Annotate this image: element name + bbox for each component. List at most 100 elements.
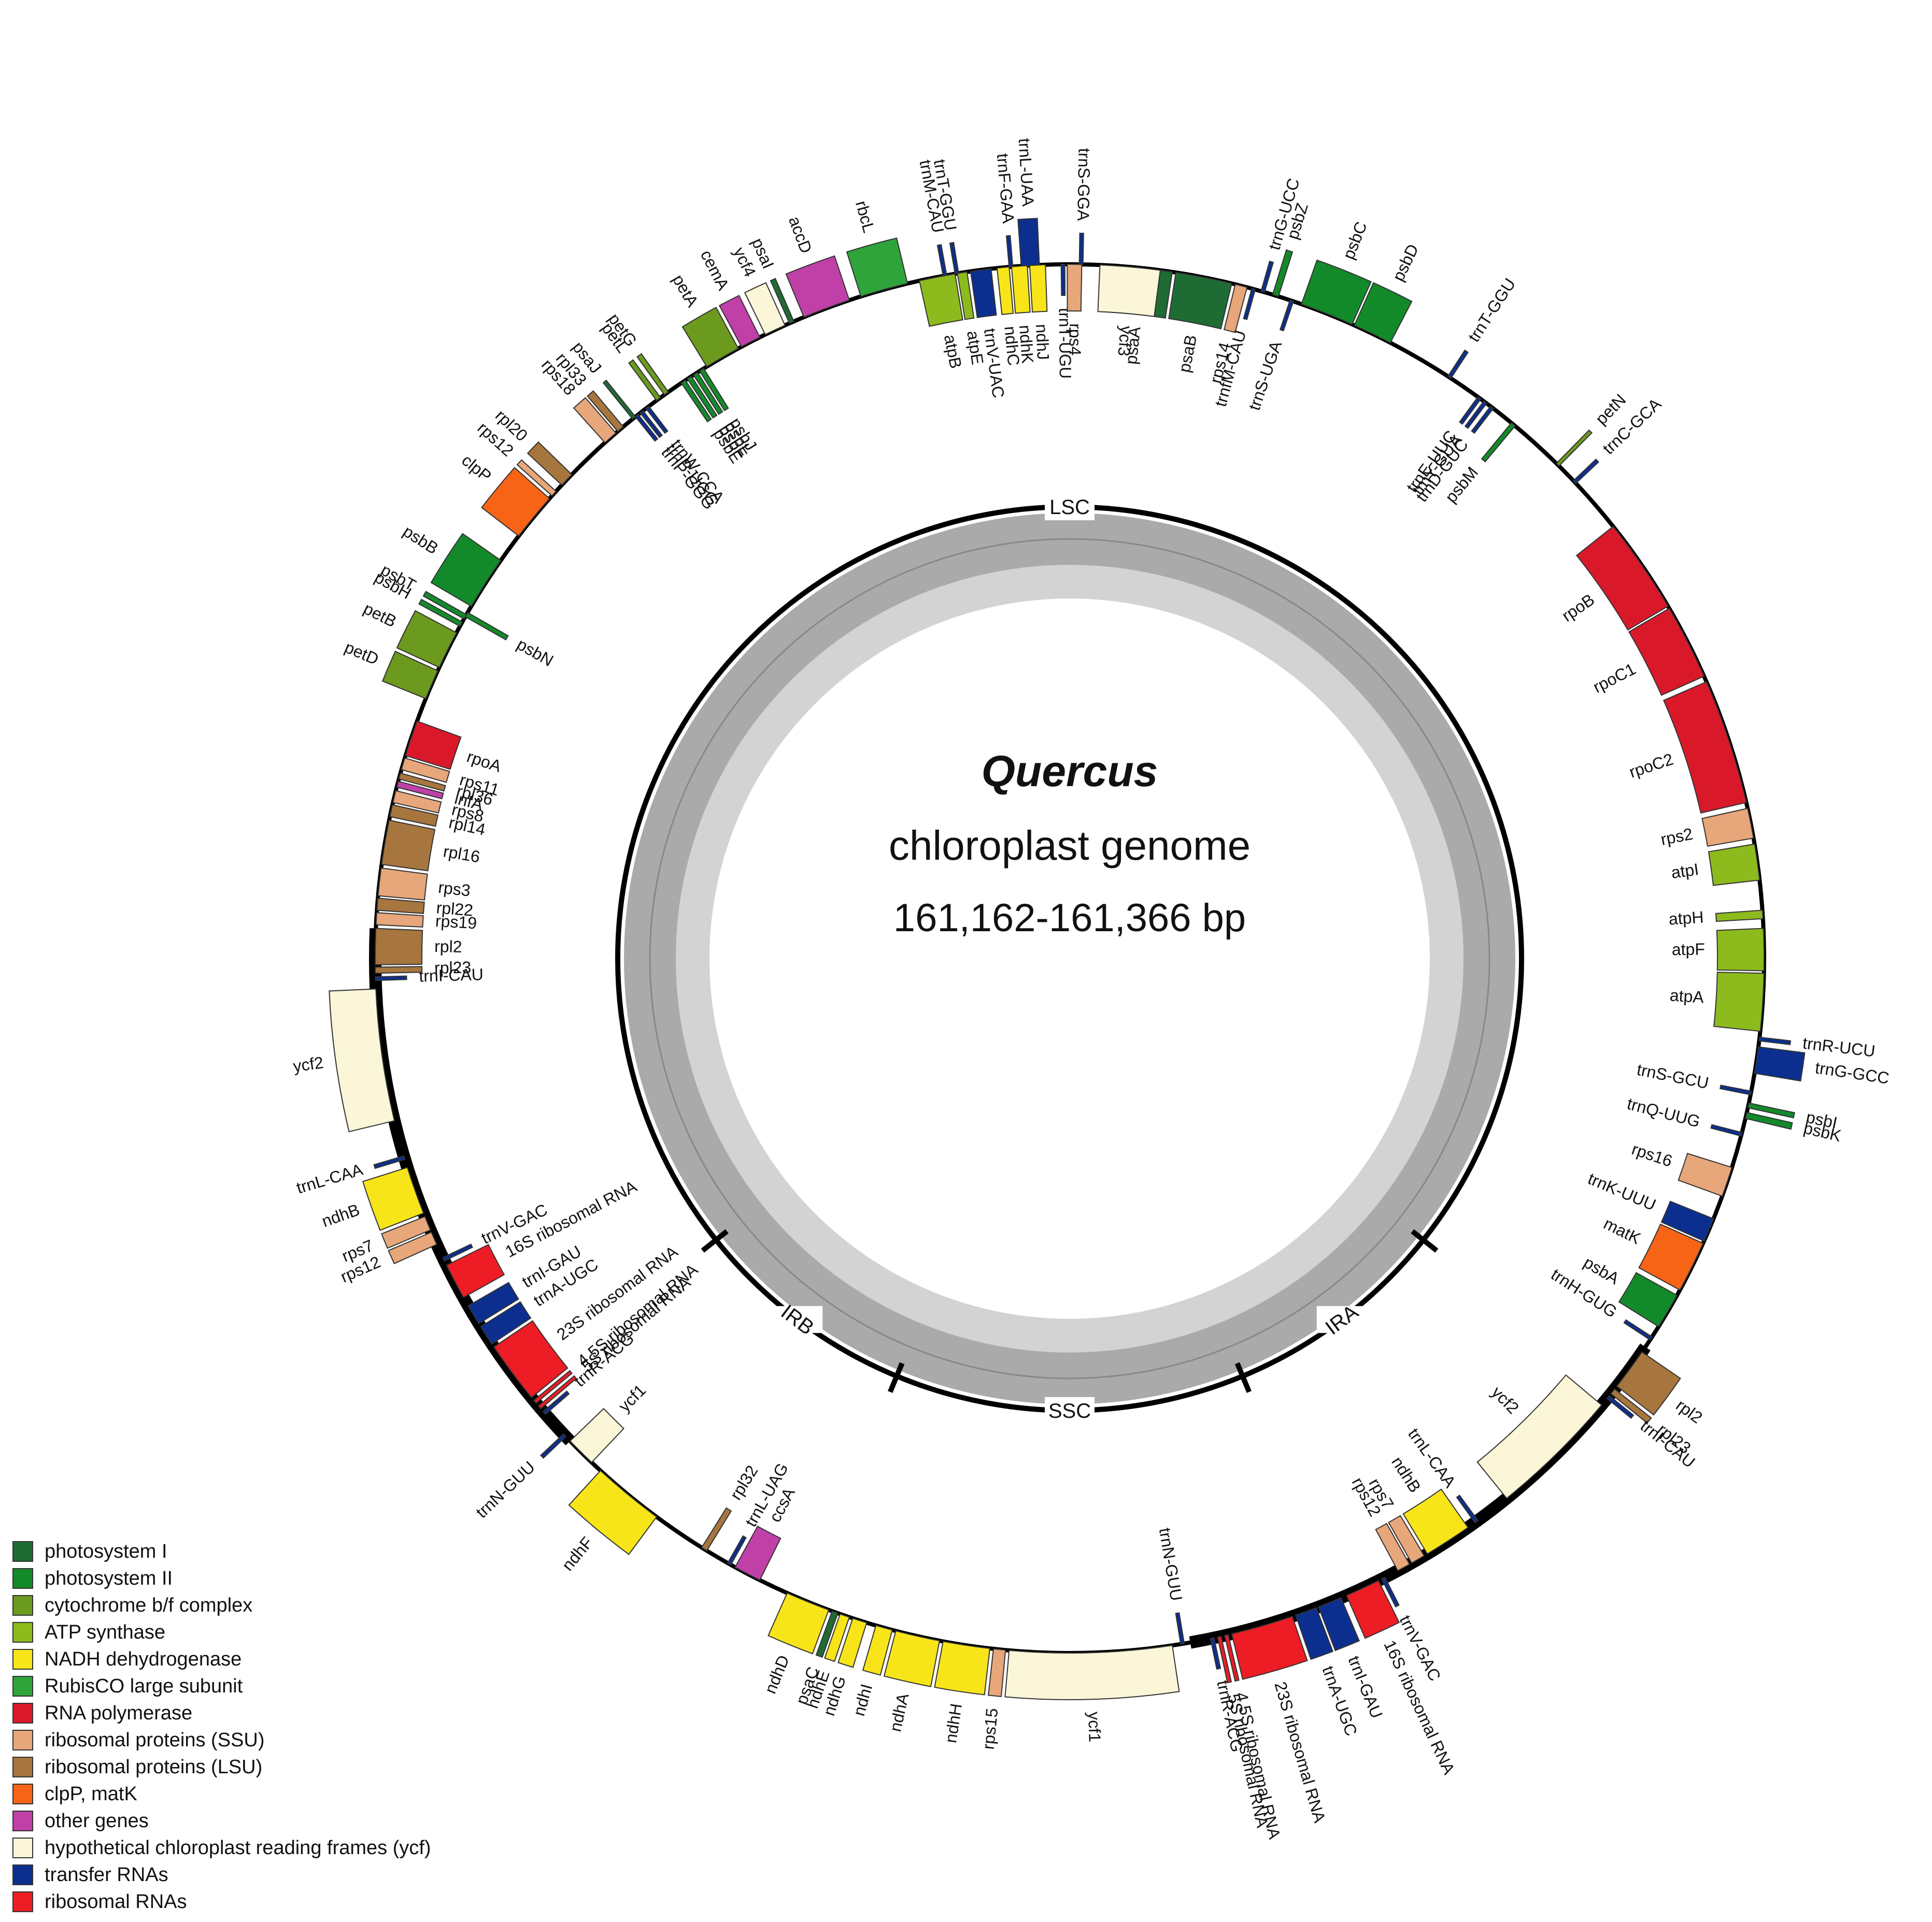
gene-block <box>1353 282 1413 344</box>
legend-label: ATP synthase <box>45 1621 166 1643</box>
gene-label: ndhA <box>886 1691 913 1733</box>
legend-swatch <box>12 1811 33 1831</box>
gene-ndhf: ndhF <box>558 1470 658 1574</box>
gene-block <box>573 397 617 444</box>
gene-block <box>1638 1223 1704 1291</box>
gene-block <box>1295 1607 1334 1660</box>
legend-label: cytochrome b/f complex <box>45 1594 253 1616</box>
gene-block <box>1616 1351 1681 1416</box>
gene-label: rpl22 <box>436 898 474 919</box>
gene-block <box>727 1535 747 1566</box>
gene-block <box>533 1370 573 1404</box>
legend-label: ribosomal proteins (LSU) <box>45 1756 263 1778</box>
gene-block <box>1744 1112 1793 1130</box>
gene-trnw-cca: trnW-CCA <box>645 405 728 507</box>
gene-label: petA <box>669 272 702 311</box>
gene-block <box>846 237 908 297</box>
region-label-bg <box>1045 1397 1095 1424</box>
genome-length: 161,162-161,366 bp <box>893 896 1246 940</box>
gene-atpi: atpI <box>1670 843 1760 886</box>
region-label-bg <box>1316 1306 1367 1333</box>
legend-item: transfer RNAs <box>12 1861 431 1888</box>
gene-block <box>1223 283 1248 333</box>
gene-block <box>686 375 718 419</box>
gene-label: rpoC1 <box>1590 659 1639 696</box>
gene-label: psbC <box>1339 219 1371 262</box>
gene-block <box>634 414 659 442</box>
gene-atpf: atpF <box>1672 928 1765 972</box>
gene-block <box>389 804 439 827</box>
gene-trnn-guu: trnN-GUU <box>1156 1527 1186 1645</box>
gene-trnl-uaa: trnL-UAA <box>1015 138 1040 267</box>
legend-swatch <box>12 1622 33 1643</box>
gene-block <box>405 720 462 770</box>
legend-swatch <box>12 1730 33 1750</box>
gene-block <box>1715 909 1764 922</box>
gene-label: rps19 <box>435 912 477 933</box>
gene-block <box>1618 1272 1678 1328</box>
gene-ndhk: ndhK <box>1011 265 1037 364</box>
gene-label: rbcL <box>852 198 878 235</box>
legend-label: RubisCO large subunit <box>45 1675 243 1697</box>
legend-label: other genes <box>45 1810 149 1832</box>
gene-block <box>376 898 425 914</box>
legend-swatch <box>12 1703 33 1724</box>
legend-item: ribosomal proteins (SSU) <box>12 1727 431 1754</box>
gene-label: clpP <box>458 451 495 486</box>
gene-block <box>718 294 761 348</box>
gene-ycf2: ycf2 <box>1476 1374 1602 1499</box>
gene-block <box>1301 259 1372 325</box>
legend-swatch <box>12 1568 33 1589</box>
gene-block <box>699 367 729 411</box>
gene-label: psbD <box>1388 241 1422 284</box>
gene-block <box>1754 1046 1806 1082</box>
region-tick <box>888 1362 905 1393</box>
gene-block <box>936 244 947 277</box>
region-label-irb: IRB <box>773 1301 823 1340</box>
gene-label: ndhF <box>558 1533 596 1574</box>
genome-subtitle: chloroplast genome <box>888 822 1251 869</box>
gene-label: rps4 <box>1066 323 1085 355</box>
gene-block <box>639 410 663 438</box>
gene-trns-gga: trnS-GGA <box>1074 148 1093 265</box>
region-label-lsc: LSC <box>1045 493 1095 520</box>
legend-item: RubisCO large subunit <box>12 1673 431 1700</box>
gene-block <box>734 1526 782 1581</box>
region-tick <box>1411 1229 1439 1253</box>
legend-label: RNA polymerase <box>45 1702 193 1724</box>
gene-block <box>681 306 739 367</box>
gene-label: trnS-GGA <box>1074 148 1093 221</box>
gene-block <box>1628 607 1705 696</box>
region-tick <box>1234 1362 1252 1393</box>
gene-block <box>1458 396 1482 425</box>
gene-rps15: rps15 <box>979 1648 1006 1750</box>
gene-atpa: atpA <box>1669 972 1765 1032</box>
gene-rps2: rps2 <box>1659 807 1754 849</box>
gene-label: ndhC <box>1001 325 1023 367</box>
gene-label: trnL-CAA <box>294 1160 365 1197</box>
gene-block <box>1606 1394 1635 1419</box>
legend-label: ribosomal RNAs <box>45 1890 187 1913</box>
gene-block <box>770 278 795 324</box>
region-label-ira: IRA <box>1316 1300 1367 1340</box>
gene-block <box>1678 1152 1733 1197</box>
gene-psbb: psbB <box>400 522 502 607</box>
gene-block <box>1375 1522 1411 1572</box>
gene-block <box>815 1610 839 1658</box>
gene-block <box>645 405 669 434</box>
region-label-ssc: SSC <box>1045 1397 1095 1424</box>
legend-item: ribosomal RNAs <box>12 1888 431 1915</box>
gene-label: rpl23 <box>434 958 472 977</box>
gene-block <box>824 1613 850 1662</box>
gene-block <box>1481 422 1516 463</box>
gene-rpoc2: rpoC2 <box>1627 681 1747 814</box>
gene-block <box>680 379 712 423</box>
gene-block <box>540 1433 567 1459</box>
gene-rps16: rps16 <box>1629 1140 1733 1197</box>
gene-label: 23S ribosomal RNA <box>1271 1679 1329 1825</box>
legend-swatch <box>12 1757 33 1777</box>
gene-block <box>1575 525 1669 631</box>
gene-block <box>1243 288 1256 320</box>
gene-block <box>392 790 442 814</box>
gene-block <box>1747 1102 1795 1119</box>
